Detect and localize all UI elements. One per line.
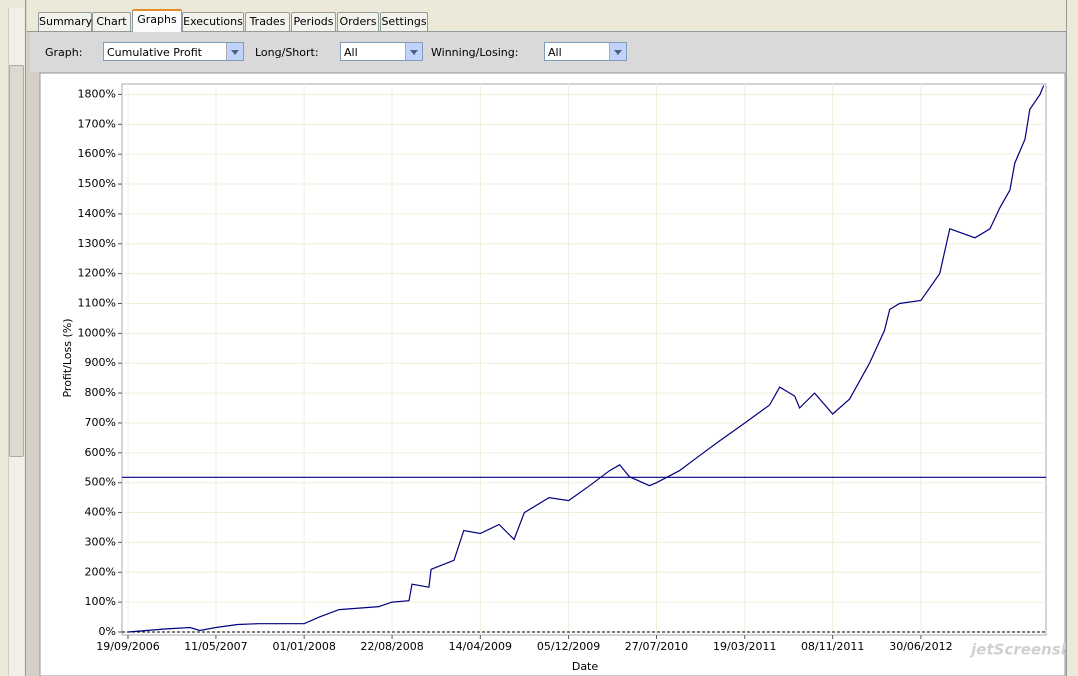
x-tick-label: 27/07/2010 xyxy=(625,640,688,653)
x-tick-label: 01/01/2008 xyxy=(272,640,335,653)
tab[interactable]: Trades xyxy=(245,12,290,31)
x-tick-label: 05/12/2009 xyxy=(537,640,600,653)
scroll-thumb[interactable] xyxy=(9,65,24,457)
label: Graph: xyxy=(45,46,83,59)
x-tick-label: 08/11/2011 xyxy=(801,640,864,653)
x-tick-label: 11/05/2007 xyxy=(184,640,247,653)
y-tick-label: 1300% xyxy=(78,237,116,250)
dropdown-arrow[interactable] xyxy=(226,43,243,60)
y-tick-label: 500% xyxy=(85,476,116,489)
tab[interactable]: Orders xyxy=(337,12,379,31)
y-axis-title: Profit/Loss (%) xyxy=(61,318,74,397)
y-tick-label: 1800% xyxy=(78,87,116,100)
toolbar: Graph: Cumulative Profit Long/Short: All… xyxy=(30,32,1065,72)
dropdown-value: All xyxy=(344,46,358,59)
y-tick-label: 1500% xyxy=(78,177,116,190)
dropdown-arrow[interactable] xyxy=(405,43,422,60)
dropdown-value: All xyxy=(548,46,562,59)
x-tick-label: 22/08/2008 xyxy=(360,640,423,653)
y-tick-label: 600% xyxy=(85,446,116,459)
dropdown-arrow[interactable] xyxy=(609,43,626,60)
label: Winning/Losing: xyxy=(431,46,519,59)
dropdown[interactable]: All xyxy=(340,42,423,61)
profit-line xyxy=(127,85,1045,633)
x-tick-label: 19/09/2006 xyxy=(96,640,159,653)
y-tick-label: 1600% xyxy=(78,147,116,160)
tab[interactable]: Periods xyxy=(291,12,336,31)
y-tick-label: 800% xyxy=(85,386,116,399)
tab[interactable]: Summary xyxy=(38,12,92,31)
y-tick-label: 1000% xyxy=(78,326,116,339)
y-tick-label: 0% xyxy=(99,625,116,638)
dropdown-value: Cumulative Profit xyxy=(107,46,202,59)
x-tick-label: 19/03/2011 xyxy=(713,640,776,653)
tab-bar: Summary Chart Graphs Executions Trades P… xyxy=(27,9,1067,33)
tab-active[interactable]: Graphs xyxy=(132,9,182,33)
tab[interactable]: Chart xyxy=(92,12,131,31)
y-tick-label: 200% xyxy=(85,565,116,578)
plot-area xyxy=(121,83,1047,636)
y-tick-label: 1400% xyxy=(78,207,116,220)
y-tick-label: 1100% xyxy=(78,297,116,310)
scrollbar[interactable] xyxy=(1066,0,1078,676)
dropdown[interactable]: All xyxy=(544,42,627,61)
y-tick-label: 400% xyxy=(85,506,116,519)
y-tick-label: 300% xyxy=(85,535,116,548)
tab[interactable]: Settings xyxy=(380,12,428,31)
x-axis-title: Date xyxy=(572,660,599,673)
label: Long/Short: xyxy=(255,46,319,59)
top-strip xyxy=(27,0,1067,9)
tab[interactable]: Executions xyxy=(182,12,244,31)
dropdown[interactable]: Cumulative Profit xyxy=(103,42,244,61)
y-tick-label: 900% xyxy=(85,356,116,369)
x-tick-label: 30/06/2012 xyxy=(889,640,952,653)
watermark: jetScreenshot xyxy=(969,641,1066,659)
y-tick-label: 700% xyxy=(85,416,116,429)
y-tick-label: 1200% xyxy=(78,267,116,280)
y-tick-label: 1700% xyxy=(78,117,116,130)
x-tick-label: 14/04/2009 xyxy=(449,640,512,653)
y-tick-label: 100% xyxy=(85,595,116,608)
